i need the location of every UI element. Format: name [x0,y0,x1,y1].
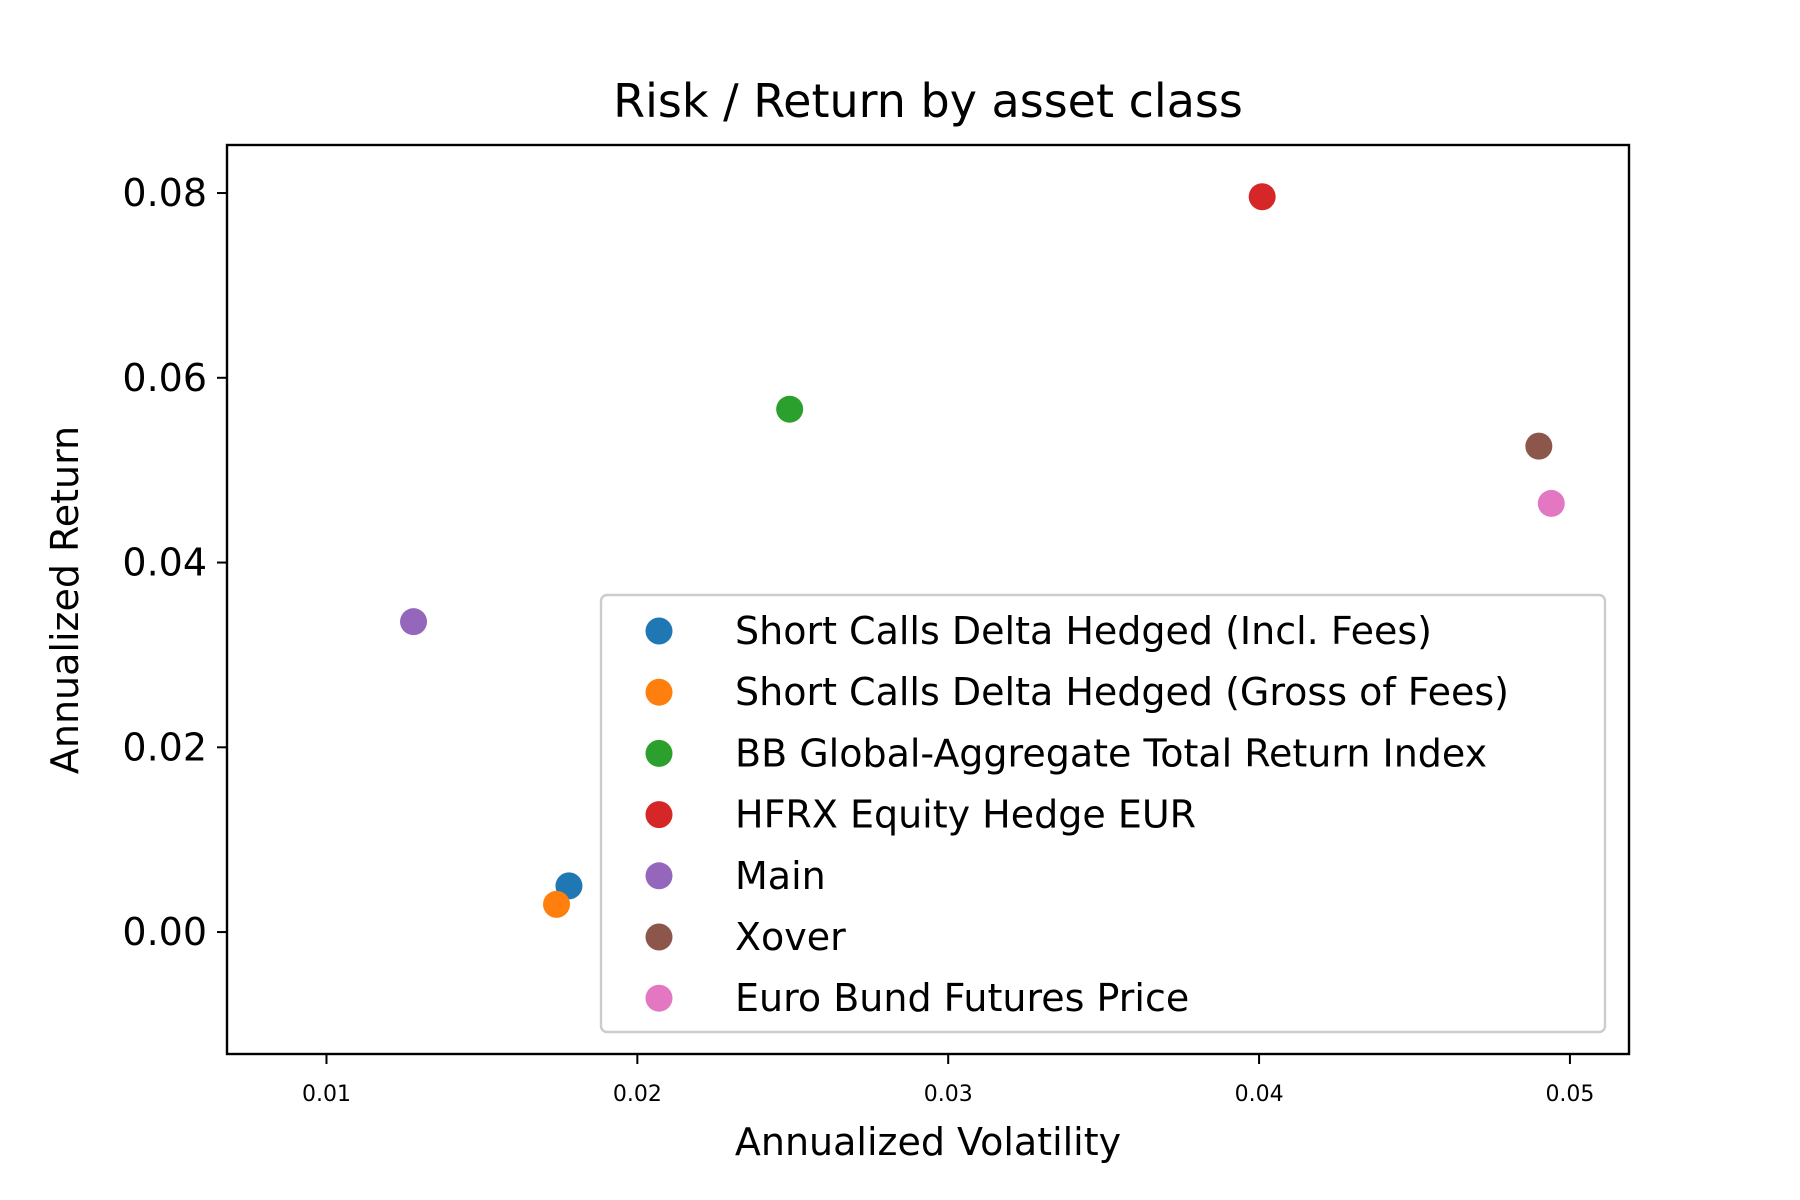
legend-marker [645,678,673,706]
data-point [400,608,428,636]
x-tick-label: 0.05 [1545,1082,1594,1107]
y-tick-label: 0.04 [122,541,207,585]
legend-label: Xover [735,915,846,959]
data-point [1248,183,1276,211]
legend-marker [645,923,673,951]
x-tick-label: 0.01 [302,1082,351,1107]
legend-label: Euro Bund Futures Price [735,976,1189,1020]
x-tick-label: 0.04 [1235,1082,1284,1107]
legend-label: Short Calls Delta Hedged (Incl. Fees) [735,609,1432,653]
y-axis-label: Annualized Return [43,426,87,774]
legend-label: BB Global-Aggregate Total Return Index [735,731,1487,775]
legend-marker [645,801,673,829]
x-tick-label: 0.03 [924,1082,973,1107]
data-point [1537,489,1565,517]
plot-frame [225,143,1631,1056]
y-axis: 0.00 0.02 0.04 0.06 0.08 [122,171,227,954]
legend-label: Short Calls Delta Hedged (Gross of Fees) [735,670,1509,714]
data-point [1525,432,1553,460]
legend-marker [645,739,673,767]
x-axis-label: Annualized Volatility [735,1120,1121,1164]
y-tick-label: 0.02 [122,725,207,769]
y-tick-label: 0.06 [122,356,207,400]
legend: Short Calls Delta Hedged (Incl. Fees) Sho… [599,593,1607,1034]
chart-title: Risk / Return by asset class [613,74,1243,128]
x-tick-label: 0.02 [613,1082,662,1107]
legend-frame [599,593,1607,1034]
y-tick-label: 0.08 [122,171,207,215]
data-point [776,395,804,423]
legend-label: HFRX Equity Hedge EUR [735,793,1196,837]
x-axis: 0.01 0.02 0.03 0.04 0.05 [302,1054,1594,1107]
y-tick-label: 0.00 [122,910,207,954]
legend-marker [645,617,673,645]
legend-marker [645,984,673,1012]
plot-area [400,183,1565,918]
legend-label: Main [735,854,826,898]
legend-marker [645,862,673,890]
data-point [543,890,571,918]
